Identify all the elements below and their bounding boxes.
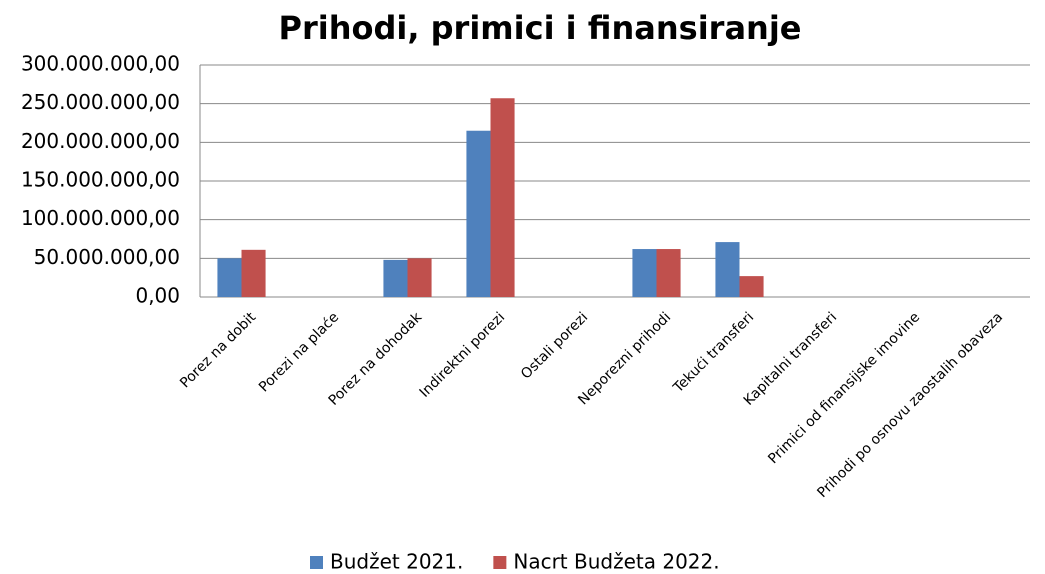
bar (715, 242, 740, 297)
y-tick-label: 50.000.000,00 (34, 245, 180, 269)
legend-label: Nacrt Budžeta 2022. (513, 550, 719, 574)
bar (656, 249, 681, 297)
x-tick-label: Prihodi po osnovu zaostalih obaveza (814, 309, 1006, 501)
y-tick-label: 150.000.000,00 (21, 168, 180, 192)
bar (632, 249, 657, 297)
x-tick-label: Ostali porezi (518, 309, 591, 382)
bar (466, 130, 491, 297)
bar (490, 98, 515, 298)
x-tick-label: Neporezni prihodi (575, 309, 674, 408)
bar (407, 258, 432, 297)
legend-label: Budžet 2021. (330, 550, 463, 574)
legend-swatch (310, 556, 323, 569)
y-tick-label: 200.000.000,00 (21, 129, 180, 153)
chart-title: Prihodi, primici i finansiranje (278, 9, 801, 47)
x-tick-label: Indirektni porezi (417, 309, 509, 401)
x-tick-label: Porezi na plaće (256, 309, 342, 395)
x-tick-label: Porez na dohodak (326, 309, 426, 409)
bar (383, 259, 408, 297)
x-tick-label: Kapitalni transferi (741, 309, 840, 408)
bar (241, 249, 266, 297)
y-tick-label: 300.000.000,00 (21, 52, 180, 76)
y-tick-label: 100.000.000,00 (21, 206, 180, 230)
x-tick-label: Porez na dobit (177, 309, 259, 391)
y-tick-label: 250.000.000,00 (21, 90, 180, 114)
legend-swatch (493, 556, 507, 569)
x-tick-label: Primici od finansijske imovine (765, 309, 923, 467)
bar (739, 276, 764, 297)
bar (217, 258, 242, 297)
x-tick-label: Tekući transferi (670, 309, 757, 396)
y-tick-label: 0,00 (135, 284, 180, 308)
